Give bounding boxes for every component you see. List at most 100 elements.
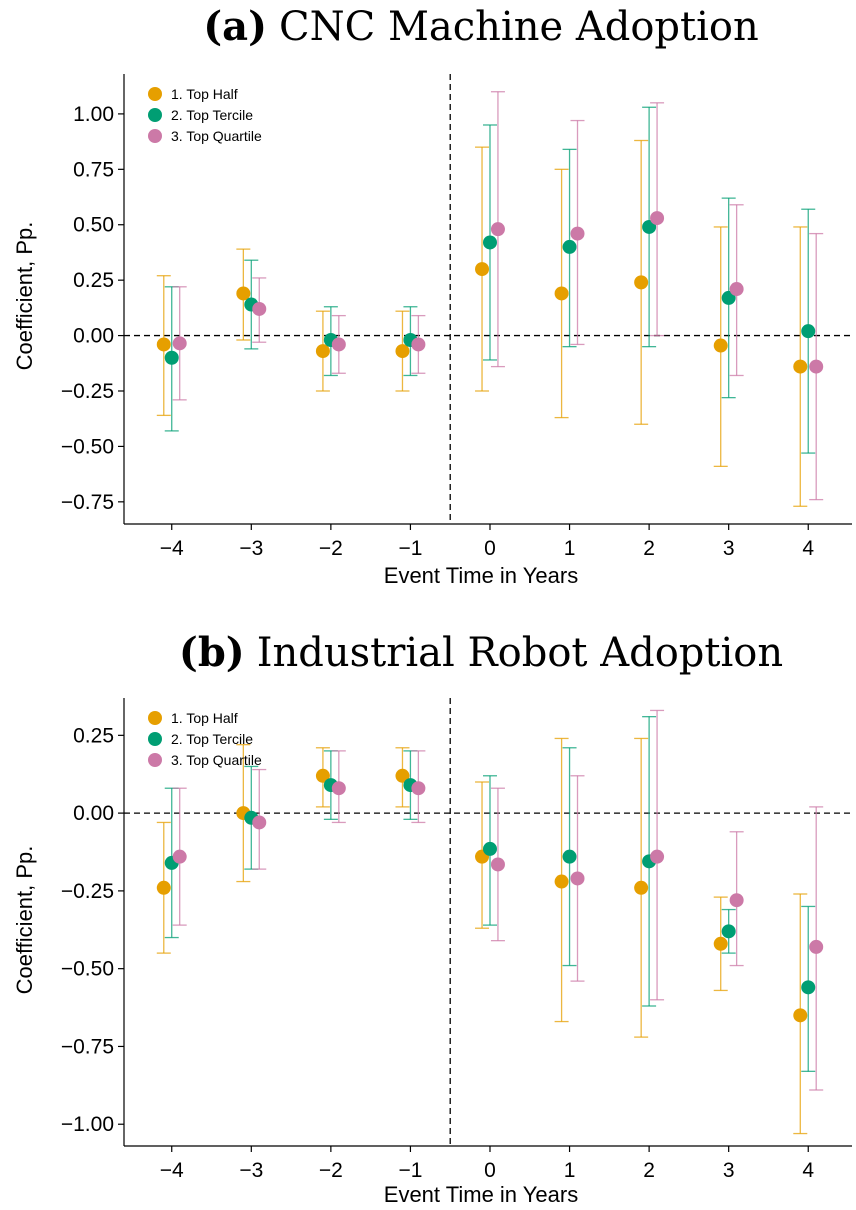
y-tick-label: −0.75 [61,491,114,514]
data-point [315,768,330,783]
legend-marker [148,129,162,143]
x-tick-label: −4 [160,1159,184,1182]
x-tick-label: −1 [398,537,422,560]
y-tick-label: −0.50 [61,958,114,981]
data-point [809,359,824,374]
panel-tag: (a) [203,3,267,50]
data-point [156,880,171,895]
x-tick-label: −4 [160,537,184,560]
legend-marker [148,753,162,767]
data-point [252,815,267,830]
x-tick-label: 3 [723,537,735,560]
legend-marker [148,87,162,101]
data-point [475,262,490,277]
panel-title-text: Industrial Robot Adoption [257,630,783,676]
legend-label: 1. Top Half [171,86,238,102]
data-point [331,781,346,796]
x-tick-label: −1 [398,1159,422,1182]
y-tick-label: −0.25 [61,380,114,403]
data-point [713,936,728,951]
legend-marker [148,732,162,746]
data-point [729,282,744,297]
series-3 [172,91,824,501]
panel-cnc: (a) CNC Machine Adoption Event Time in Ye… [12,3,852,588]
data-point [570,871,585,886]
y-tick-label: 1.00 [73,103,114,126]
data-point [156,337,171,352]
data-point [411,781,426,796]
y-tick-label: 0.25 [73,269,114,292]
series-1 [156,139,808,507]
data-point [729,893,744,908]
data-point [554,286,569,301]
y-tick-label: −0.25 [61,880,114,903]
panel-title: (a) CNC Machine Adoption [203,3,759,50]
data-point [490,857,505,872]
legend: 1. Top Half 2. Top Tercile 3. Top Quartile [148,86,262,144]
data-point [482,841,497,856]
y-tick-label: 0.00 [73,802,114,825]
data-point [793,1008,808,1023]
data-point [172,336,187,351]
x-tick-label: 4 [802,537,814,560]
y-tick-label: 0.75 [73,158,114,181]
y-tick-label: 0.25 [73,724,114,747]
x-tick-label: −3 [239,537,263,560]
x-tick-label: 0 [484,537,496,560]
panel-title: (b) Industrial Robot Adoption [179,629,783,676]
data-point [650,849,665,864]
legend: 1. Top Half 2. Top Tercile 3. Top Quartile [148,710,262,768]
data-point [490,222,505,237]
legend-label: 2. Top Tercile [171,107,253,123]
series-3 [172,709,824,1091]
data-point [713,338,728,353]
series-1 [156,737,808,1135]
data-point [634,880,649,895]
data-point [801,324,816,339]
data-point [395,768,410,783]
data-point [562,239,577,254]
data-point [236,286,251,301]
data-point [809,939,824,954]
data-point [634,275,649,290]
legend-marker [148,108,162,122]
x-tick-label: −2 [319,1159,343,1182]
legend-label: 2. Top Tercile [171,731,253,747]
data-point [562,849,577,864]
data-point [570,226,585,241]
series-2 [164,106,816,454]
data-point [315,344,330,359]
y-axis-title: Coefficient, Pp. [12,222,37,371]
legend-label: 1. Top Half [171,710,238,726]
x-tick-label: −3 [239,1159,263,1182]
panel-robot: (b) Industrial Robot Adoption Event Time … [12,629,852,1207]
plot-area: 1.00 0.75 0.50 0.25 0.00 −0.25 −0.50 −0.75 −4 −3 −… [61,74,852,560]
y-tick-label: 0.50 [73,214,114,237]
data-point [721,924,736,939]
x-tick-label: 4 [802,1159,814,1182]
legend-marker [148,711,162,725]
x-tick-label: 0 [484,1159,496,1182]
panel-tag: (b) [179,629,245,676]
data-point [793,359,808,374]
x-tick-label: 1 [564,1159,576,1182]
x-tick-label: 2 [643,537,655,560]
panel-title-text: CNC Machine Adoption [279,4,759,50]
x-axis-title: Event Time in Years [384,563,578,588]
data-point [554,874,569,889]
data-point [411,337,426,352]
data-point [331,337,346,352]
plot-area: 0.25 0.00 −0.25 −0.50 −0.75 −1.00 −4 −3 −2 −1 0 1 2 3… [61,698,852,1182]
y-tick-label: 0.00 [73,325,114,348]
y-tick-label: −1.00 [61,1113,114,1136]
y-axis-title: Coefficient, Pp. [12,846,37,995]
series-2 [164,716,816,1072]
x-tick-label: 2 [643,1159,655,1182]
x-tick-label: 3 [723,1159,735,1182]
data-point [650,211,665,226]
y-tick-label: −0.75 [61,1035,114,1058]
legend-label: 3. Top Quartile [171,752,262,768]
data-point [172,849,187,864]
legend-label: 3. Top Quartile [171,128,262,144]
